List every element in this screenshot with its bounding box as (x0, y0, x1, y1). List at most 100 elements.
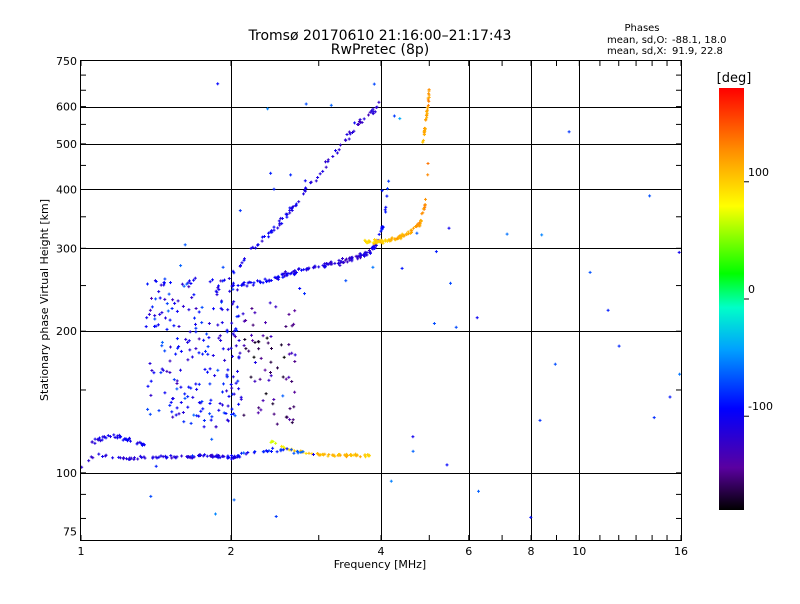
data-point-es-e-layer-1-1-1-3 (113, 433, 115, 437)
data-point-f1-cloud (178, 412, 180, 416)
data-point-e-trace-low (155, 455, 157, 459)
data-point-f2-x-cusp-upper (426, 108, 428, 112)
data-point-f2-o-mode-second-hop (348, 130, 350, 134)
data-point-es-e-layer-1-1-1-3 (116, 436, 118, 440)
data-point-scattered-points (372, 265, 374, 269)
plot-frame (80, 60, 682, 541)
data-point-f1-cloud (235, 344, 237, 348)
data-point-f2-o-mode (351, 257, 353, 261)
data-point-f2-o-mode-second-hop (352, 131, 353, 134)
data-point-f1-cloud (188, 285, 190, 289)
data-point-f1-cloud (209, 280, 211, 284)
data-point-f1-cloud (223, 382, 224, 386)
data-point-f1-cloud (208, 322, 210, 325)
data-point-e-trace-low (217, 456, 219, 460)
data-point-f2-o-mode-second-hop (261, 239, 263, 243)
data-point-f2-x-mode (375, 239, 377, 243)
data-point-low-cloud-purple (253, 355, 255, 359)
data-point-f1-cloud (172, 415, 174, 419)
data-point-f1-cloud (223, 411, 225, 415)
data-point-f2-x-mode (372, 241, 374, 245)
data-point-f1-cloud (222, 347, 224, 351)
data-point-f2-o-mode (284, 274, 286, 278)
tick-layer: 1 2 4 6 8 10 16 75 100 200 300 400 500 600 750 (56, 55, 688, 558)
data-point-e-trace-x-2-4-3-8 (359, 455, 361, 459)
data-point-e-trace-x-2-4-3-8 (346, 455, 347, 459)
data-point-f1-cloud (195, 347, 197, 351)
data-point-f2-x-mode (418, 224, 420, 228)
data-point-scattered-points (416, 231, 418, 235)
data-point-f1-cloud (238, 402, 240, 406)
data-point-f1-cloud (232, 392, 234, 396)
data-point-f1-cloud (186, 282, 188, 286)
data-point-f1-cloud (193, 293, 195, 297)
data-point-f1-cloud (155, 324, 157, 328)
data-point-low-cloud-purple (254, 361, 256, 364)
data-point-f1-cloud (187, 281, 189, 285)
data-point-f2-o-mode (364, 252, 366, 256)
data-point-e-trace-o-2-1-2-8 (302, 450, 304, 454)
data-point-f2-o-mode-second-hop (336, 151, 338, 155)
data-point-f1-cloud (193, 278, 195, 282)
data-point-f2-o-mode-second-hop (332, 155, 334, 158)
data-point-scattered-points (401, 266, 403, 270)
x-tick-label: 8 (528, 545, 535, 558)
data-point-f2-x-mode (391, 236, 393, 240)
data-point-e-trace-low (228, 456, 230, 459)
data-point-scattered-points (589, 270, 591, 274)
data-point-low-cloud-purple (291, 380, 293, 383)
data-point-e-trace-x-2-4-3-8 (338, 452, 340, 456)
data-point-f1-cloud (233, 392, 235, 396)
data-point-f1-cloud (209, 402, 211, 405)
data-point-f1-cloud (227, 347, 229, 351)
data-point-f2-x-cusp-upper (426, 109, 428, 113)
data-point-f1-cloud (222, 390, 223, 394)
data-point-es-e-layer-1-1-1-3 (125, 437, 127, 441)
data-point-f2-o-mode (289, 272, 291, 276)
data-point-scattered-points (304, 292, 305, 296)
data-point-f2-o-mode (366, 251, 368, 255)
data-point-f1-cloud (226, 330, 228, 334)
data-point-f1-cloud (176, 379, 178, 383)
data-point-f2-o-mode-second-hop (292, 205, 294, 208)
data-point-f2-o-mode-second-hop (240, 264, 241, 267)
data-point-f2-o-mode-second-hop (298, 200, 300, 204)
data-point-e-trace-low (223, 455, 225, 459)
y-tick-label: 100 (56, 467, 77, 480)
data-point-f1-cloud (195, 382, 197, 386)
data-point-scattered-points (381, 189, 383, 193)
data-point-low-cloud-purple (258, 347, 260, 351)
data-point-f2-x-mode (421, 219, 422, 223)
data-point-scattered-points (412, 435, 414, 439)
data-point-f2-o-mode (318, 265, 320, 269)
data-point-f1-cloud (231, 386, 233, 390)
data-point-e-trace-x-2-4-3-8 (323, 453, 324, 457)
y-tick-label: 75 (63, 526, 77, 539)
data-point-f1-cloud (151, 296, 152, 300)
data-point-f2-o-mode (385, 210, 387, 214)
data-point-e-trace-low (231, 454, 233, 458)
data-point-f2-o-mode-second-hop (268, 235, 270, 239)
data-point-e-trace-o-2-1-2-8 (254, 450, 256, 453)
data-point-f1-cloud (203, 338, 205, 342)
data-point-f2-x-cusp-upper (424, 128, 426, 132)
data-point-low-cloud-purple (292, 418, 294, 422)
data-point-f2-o-mode-second-hop (372, 112, 374, 116)
data-point-f2-o-mode (363, 253, 365, 257)
y-tick-label: 200 (56, 325, 77, 338)
data-point-f2-o-mode-second-hop (278, 219, 280, 223)
data-point-f1-cloud (147, 384, 149, 388)
data-point-f1-cloud (149, 362, 151, 365)
data-point-f2-o-mode (384, 208, 386, 212)
data-point-f1-cloud (169, 359, 171, 363)
data-point-f1-cloud (192, 395, 194, 399)
data-point-low-cloud-purple (264, 368, 266, 372)
x-tick-label: 2 (228, 545, 235, 558)
data-point-f1-cloud (187, 395, 189, 399)
data-point-f1-cloud (220, 339, 222, 342)
data-point-f1-cloud (219, 334, 221, 338)
data-point-f2-x-mode (381, 238, 383, 242)
data-point-f2-x-mode (398, 234, 400, 238)
data-point-f2-o-mode-second-hop (244, 257, 245, 261)
data-point-f1-cloud (240, 397, 242, 401)
